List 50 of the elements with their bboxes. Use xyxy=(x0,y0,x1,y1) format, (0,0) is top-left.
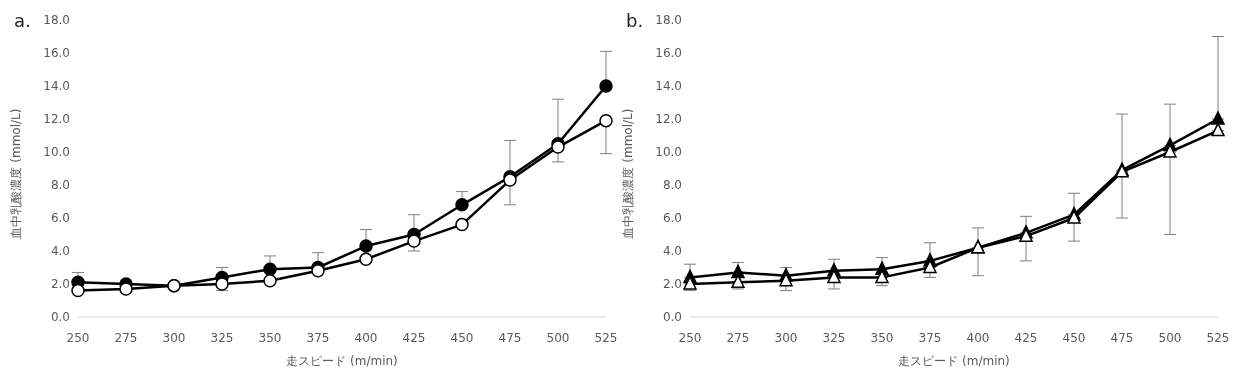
x-tick-label: 525 xyxy=(594,330,618,345)
x-tick-label: 325 xyxy=(822,330,846,345)
chart-title: a. xyxy=(14,10,31,31)
y-tick-label: 2.0 xyxy=(50,277,70,292)
x-tick-label: 450 xyxy=(450,330,474,345)
x-tick-label: 275 xyxy=(726,330,750,345)
y-tick-label: 6.0 xyxy=(662,211,682,226)
y-tick-label: 18.0 xyxy=(655,13,682,28)
y-axis-title: 血中乳酸濃度 (mmol/L) xyxy=(621,108,636,239)
y-tick-label: 8.0 xyxy=(50,178,70,193)
x-tick-label: 500 xyxy=(1158,330,1182,345)
x-tick-label: 300 xyxy=(774,330,798,345)
chart-title: b. xyxy=(626,10,644,31)
y-tick-label: 8.0 xyxy=(662,178,682,193)
y-tick-label: 14.0 xyxy=(43,79,70,94)
x-tick-label: 325 xyxy=(210,330,234,345)
y-tick-label: 14.0 xyxy=(655,79,682,94)
x-tick-label: 350 xyxy=(870,330,894,345)
x-axis-title: 走スピード (m/min) xyxy=(286,354,398,368)
x-tick-label: 450 xyxy=(1062,330,1086,345)
y-tick-label: 12.0 xyxy=(655,112,682,127)
y-tick-label: 6.0 xyxy=(50,211,70,226)
y-tick-label: 10.0 xyxy=(43,145,70,160)
y-tick-label: 0.0 xyxy=(50,310,70,325)
x-tick-label: 300 xyxy=(162,330,186,345)
y-tick-label: 2.0 xyxy=(662,277,682,292)
x-tick-label: 525 xyxy=(1206,330,1230,345)
y-tick-label: 4.0 xyxy=(50,244,70,259)
x-tick-label: 425 xyxy=(1014,330,1038,345)
x-tick-label: 375 xyxy=(306,330,330,345)
x-tick-label: 250 xyxy=(66,330,90,345)
y-tick-label: 4.0 xyxy=(662,244,682,259)
x-tick-label: 425 xyxy=(402,330,426,345)
y-tick-label: 16.0 xyxy=(655,46,682,61)
x-tick-label: 275 xyxy=(114,330,138,345)
x-axis-title: 走スピード (m/min) xyxy=(898,354,1010,368)
y-tick-label: 12.0 xyxy=(43,112,70,127)
x-tick-label: 400 xyxy=(354,330,378,345)
x-tick-label: 350 xyxy=(258,330,282,345)
y-axis-title: 血中乳酸濃度 (mmol/L) xyxy=(9,108,24,239)
y-tick-label: 18.0 xyxy=(43,13,70,28)
x-tick-label: 475 xyxy=(1110,330,1134,345)
x-tick-label: 400 xyxy=(966,330,990,345)
y-tick-label: 10.0 xyxy=(655,145,682,160)
y-tick-label: 0.0 xyxy=(662,310,682,325)
x-tick-label: 250 xyxy=(678,330,702,345)
y-tick-label: 16.0 xyxy=(43,46,70,61)
x-tick-label: 475 xyxy=(498,330,522,345)
x-tick-label: 500 xyxy=(546,330,570,345)
x-tick-label: 375 xyxy=(918,330,942,345)
